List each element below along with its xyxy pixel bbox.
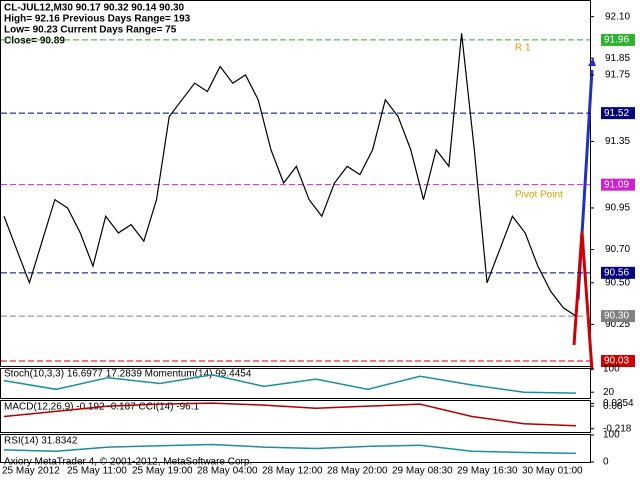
y-tick-label: 100 [603,430,620,441]
x-tick-label: 25 May 2012 [2,466,60,477]
level-flag [601,310,635,323]
y-tick-label: 0.0254 [603,398,634,409]
level-label: 90.03 [604,356,629,367]
main-frame [0,0,591,367]
header-line: CL-JUL12,M30 90.17 90.32 90.14 90.30 [4,3,185,14]
x-tick-label: 25 May 19:00 [132,466,193,477]
y-tick-label: 91.35 [605,136,630,147]
y-tick-label: 90.50 [605,277,630,288]
y-tick-label: 0.00 [603,401,623,412]
x-tick-label: 25 May 11:00 [67,466,127,477]
level-flag [601,178,635,191]
arrow-line [572,231,584,346]
stoch-label: Stoch(10,3,3) 16.6977 17.2839 Momentum(1… [4,369,252,380]
y-tick-label: 100 [603,364,620,375]
x-tick-label: 28 May 20:00 [327,466,388,477]
macd-frame [0,400,591,433]
header-line: Close= 90.89 [4,36,65,47]
arrow-head [588,58,596,66]
y-tick-label: 0 [603,457,609,468]
y-tick-label: 92.10 [605,11,630,22]
rsi-frame [0,434,591,463]
x-tick-label: 30 May 01:00 [522,466,583,477]
annotation: R 1 [515,43,531,54]
price-line [3,33,577,317]
level-flag [601,266,635,279]
y-tick-label: 20 [603,387,615,398]
x-tick-label: 28 May 12:00 [262,466,323,477]
arrow-down [580,231,594,371]
level-label: 91.09 [604,179,629,190]
level-label: 91.96 [604,35,629,46]
level-flag [601,33,635,46]
y-tick-label: 90.70 [605,244,630,255]
level-flag [601,355,635,368]
annotation: Pivot Point [515,189,563,200]
footer: Axiory MetaTrader 4, © 2001-2012, MetaSo… [4,457,252,468]
level-flag [601,107,635,120]
rsi-line [3,443,577,455]
y-tick-label: 90.25 [605,319,630,330]
x-tick-label: 28 May 04:00 [197,466,258,477]
y-tick-label: 91.75 [605,70,630,81]
y-tick-label: 90.95 [605,203,630,214]
x-tick-label: 29 May 08:30 [392,466,453,477]
level-label: 91.52 [604,108,629,119]
y-tick-label: -0.218 [603,423,632,434]
level-label: 90.56 [604,267,629,278]
macd-line [3,402,577,427]
stoch-frame [0,368,591,399]
y-tick-label: 91.85 [605,53,630,64]
header-line: Low= 90.23 Current Days Range= 75 [4,25,177,36]
x-tick-label: 29 May 16:30 [457,466,518,477]
level-label: 90.30 [604,311,629,322]
header-line: High= 92.16 Previous Days Range= 193 [4,14,191,25]
rsi-label: RSI(14) 31.8342 [4,436,78,447]
stoch-line [3,374,577,394]
